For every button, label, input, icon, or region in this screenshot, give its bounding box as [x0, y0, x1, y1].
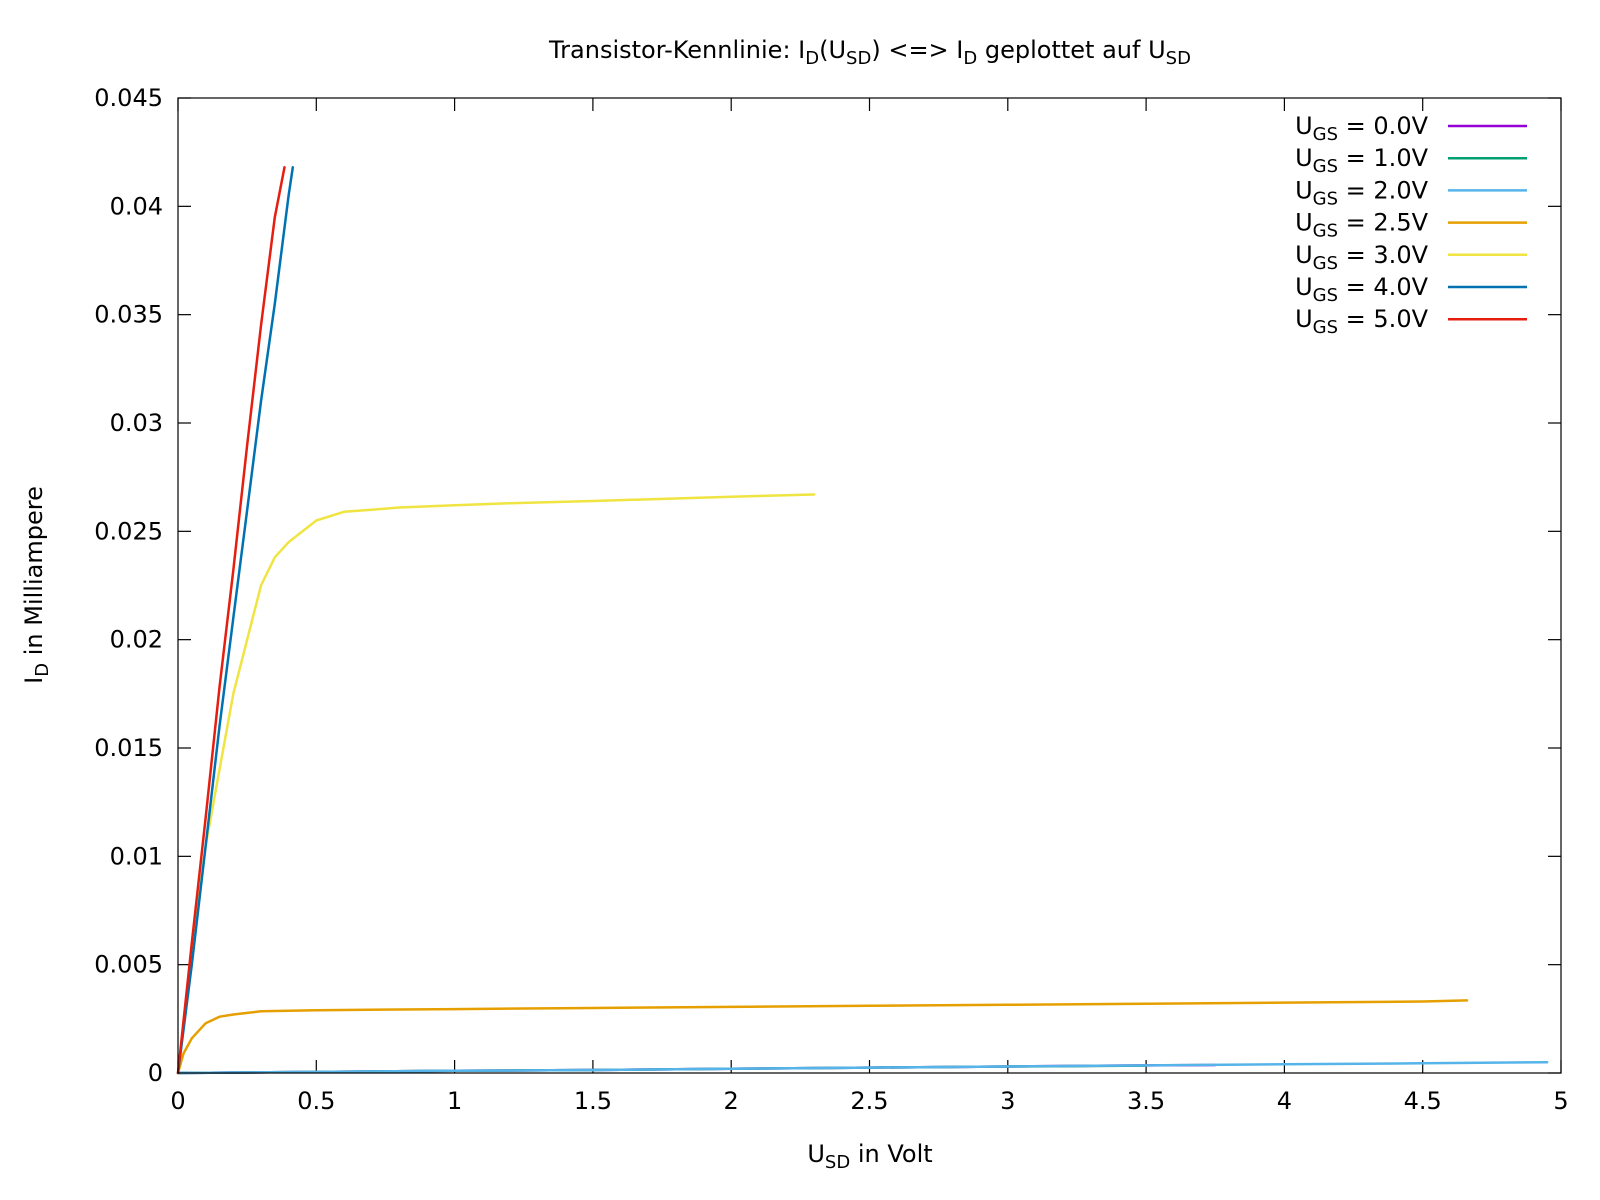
text-part: = 2.0V: [1338, 176, 1429, 204]
x-tick-label: 5: [1553, 1087, 1568, 1115]
text-part: U: [1295, 112, 1313, 140]
x-tick-label: 2.5: [850, 1087, 888, 1115]
text-part: I: [20, 677, 48, 684]
text-part: = 3.0V: [1338, 241, 1429, 269]
y-tick-label: 0.02: [110, 626, 163, 654]
subscript: GS: [1313, 253, 1338, 274]
chart-title: Transistor-Kennlinie: ID(USD) <=> ID gep…: [548, 36, 1191, 69]
y-tick-label: 0.01: [110, 842, 163, 870]
subscript: GS: [1313, 124, 1338, 145]
y-tick-label: 0.015: [94, 734, 163, 762]
y-tick-label: 0.04: [110, 192, 163, 220]
subscript: SD: [825, 1152, 850, 1173]
text-part: U: [1295, 273, 1313, 301]
text-part: Transistor-Kennlinie: I: [548, 36, 805, 64]
plot-frame: [177, 97, 1562, 1074]
y-tick-label: 0: [148, 1059, 163, 1087]
legend-entry: UGS = 2.5V: [1295, 209, 1527, 242]
y-tick-label: 0.025: [94, 517, 163, 545]
series-line-3: [176, 999, 1469, 1075]
text-part: ) <=> I: [871, 36, 963, 64]
text-part: U: [1295, 209, 1313, 237]
x-tick-label: 1: [447, 1087, 462, 1115]
text-part: in Volt: [850, 1140, 932, 1168]
text-part: in Milliampere: [20, 486, 48, 663]
legend-label: UGS = 4.0V: [1295, 273, 1428, 306]
legend-label: UGS = 0.0V: [1295, 112, 1428, 145]
axis-tick-labels: 0 0.5 1 1.5 2 2.5 3 3.5 4 4.5 5 0 0.005 0.01 0.015 0.02…: [94, 84, 1568, 1115]
series-lines: [176, 166, 1549, 1075]
subscript: SD: [1166, 48, 1191, 69]
text-part: U: [1295, 241, 1313, 269]
text-part: = 0.0V: [1338, 112, 1429, 140]
x-tick-label: 0.5: [297, 1087, 335, 1115]
text-part: U: [807, 1140, 825, 1168]
text-part: U: [1295, 144, 1313, 172]
subscript: GS: [1313, 317, 1338, 338]
subscript: GS: [1313, 188, 1338, 209]
subscript: SD: [846, 48, 871, 69]
legend-label: UGS = 5.0V: [1295, 305, 1428, 338]
x-tick-label: 2: [724, 1087, 739, 1115]
y-tick-label: 0.045: [94, 84, 163, 112]
x-axis-label: USD in Volt: [807, 1140, 932, 1173]
legend-label: UGS = 1.0V: [1295, 144, 1428, 177]
x-tick-label: 3: [1000, 1087, 1015, 1115]
legend-entry: UGS = 1.0V: [1295, 144, 1527, 177]
x-tick-label: 1.5: [574, 1087, 612, 1115]
subscript: D: [32, 663, 53, 677]
y-tick-label: 0.005: [94, 951, 163, 979]
subscript: GS: [1313, 221, 1338, 242]
text-part: U: [1295, 176, 1313, 204]
x-tick-label: 0: [170, 1087, 185, 1115]
series-line-6: [176, 166, 286, 1075]
text-part: U: [1295, 305, 1313, 333]
y-tick-label: 0.035: [94, 301, 163, 329]
legend-label: UGS = 3.0V: [1295, 241, 1428, 274]
subscript: D: [963, 48, 977, 69]
y-axis-label: ID in Milliampere: [20, 486, 53, 684]
legend-entry: UGS = 2.0V: [1295, 176, 1527, 209]
text-part: = 2.5V: [1338, 209, 1429, 237]
series-line-5: [176, 166, 295, 1075]
legend-entry: UGS = 4.0V: [1295, 273, 1527, 306]
text-part: geplottet auf U: [977, 36, 1165, 64]
legend-entry: UGS = 5.0V: [1295, 305, 1527, 338]
x-tick-label: 4.5: [1404, 1087, 1442, 1115]
subscript: GS: [1313, 285, 1338, 306]
series-line-4: [176, 493, 816, 1075]
legend-entry: UGS = 0.0V: [1295, 112, 1527, 145]
subscript: D: [805, 48, 819, 69]
x-tick-label: 3.5: [1127, 1087, 1165, 1115]
subscript: GS: [1313, 156, 1338, 177]
text-part: = 4.0V: [1338, 273, 1429, 301]
text-part: = 1.0V: [1338, 144, 1429, 172]
x-tick-label: 4: [1277, 1087, 1292, 1115]
legend-label: UGS = 2.0V: [1295, 176, 1428, 209]
text-part: (U: [819, 36, 846, 64]
series-line-2: [176, 1060, 1549, 1075]
legend-entry: UGS = 3.0V: [1295, 241, 1527, 274]
text-part: = 5.0V: [1338, 305, 1429, 333]
legend-label: UGS = 2.5V: [1295, 209, 1428, 242]
y-tick-label: 0.03: [110, 409, 163, 437]
